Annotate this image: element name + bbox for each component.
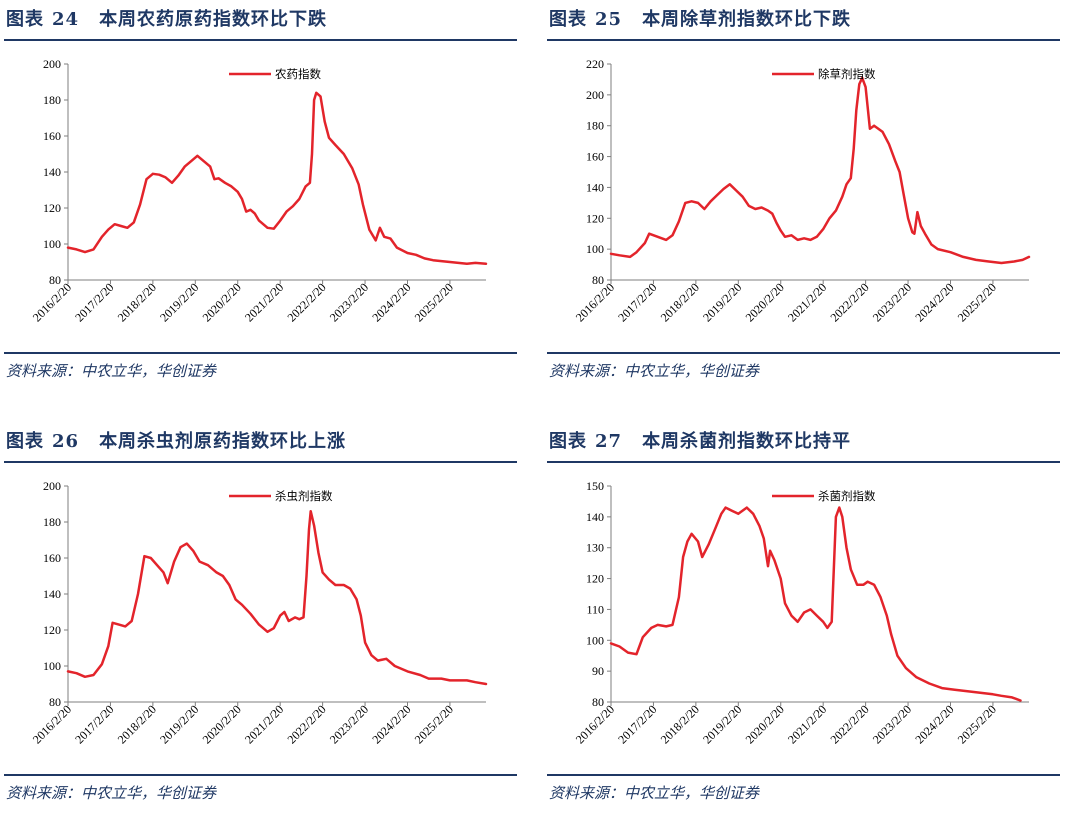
y-tick-label: 220 — [586, 57, 604, 71]
chart-panel-25: 图表 25 本周除草剂指数环比下跌 80 100 120 140 160 180 200 220 2… — [547, 0, 1060, 400]
x-tick-label: 2020/2/20 — [743, 280, 787, 324]
x-tick-label: 2023/2/20 — [870, 702, 914, 746]
source-rule — [4, 774, 517, 776]
y-tick-label: 150 — [586, 479, 604, 493]
x-tick-label: 2019/2/20 — [700, 280, 744, 324]
x-tick-label: 2020/2/20 — [200, 702, 244, 746]
source-note: 资料来源：中农立华，华创证券 — [549, 784, 760, 802]
chart-panel-26: 图表 26 本周杀虫剂原药指数环比上涨 80 100 120 140 160 180 200 20… — [4, 422, 517, 822]
y-tick-label: 120 — [43, 623, 61, 637]
y-tick-label: 100 — [43, 237, 61, 251]
line-chart: 801001201401601802002016/2/202017/2/2020… — [30, 57, 488, 325]
y-tick-label: 200 — [43, 57, 61, 71]
x-tick-label: 2017/2/20 — [615, 702, 659, 746]
y-tick-label: 160 — [43, 129, 61, 143]
source-rule — [547, 774, 1060, 776]
y-tick-label: 160 — [586, 150, 604, 164]
x-tick-label: 2022/2/20 — [284, 702, 328, 746]
x-tick-label: 2018/2/20 — [115, 280, 159, 324]
y-tick-label: 140 — [586, 510, 604, 524]
source-rule — [547, 352, 1060, 354]
x-tick-label: 2023/2/20 — [327, 702, 371, 746]
legend-label: 农药指数 — [275, 67, 321, 81]
x-tick-label: 2024/2/20 — [369, 280, 413, 324]
y-tick-label: 90 — [592, 664, 604, 678]
panel-title: 图表 24 本周农药原药指数环比下跌 — [6, 9, 328, 30]
y-tick-label: 180 — [586, 119, 604, 133]
x-tick-label: 2023/2/20 — [870, 280, 914, 324]
y-tick-label: 120 — [586, 572, 604, 586]
y-tick-label: 120 — [43, 201, 61, 215]
title-rule — [547, 461, 1060, 463]
y-tick-label: 140 — [43, 165, 61, 179]
title-rule — [4, 39, 517, 41]
x-tick-label: 2018/2/20 — [115, 702, 159, 746]
y-tick-label: 80 — [49, 695, 61, 709]
legend-label: 杀虫剂指数 — [275, 489, 333, 503]
x-tick-label: 2022/2/20 — [284, 280, 328, 324]
x-tick-label: 2021/2/20 — [785, 702, 829, 746]
y-tick-label: 140 — [43, 587, 61, 601]
panel-title: 图表 26 本周杀虫剂原药指数环比上涨 — [6, 431, 347, 452]
panel-title: 图表 25 本周除草剂指数环比下跌 — [549, 9, 852, 30]
x-tick-label: 2021/2/20 — [242, 280, 286, 324]
series-line — [609, 76, 1031, 265]
x-tick-label: 2019/2/20 — [157, 280, 201, 324]
x-tick-label: 2017/2/20 — [72, 280, 116, 324]
line-chart: 801001201401601802002202016/2/202017/2/2… — [573, 57, 1031, 325]
x-tick-label: 2025/2/20 — [955, 702, 999, 746]
x-tick-label: 2022/2/20 — [827, 280, 871, 324]
x-tick-label: 2021/2/20 — [242, 702, 286, 746]
source-note: 资料来源：中农立华，华创证券 — [549, 362, 760, 380]
x-tick-label: 2017/2/20 — [615, 280, 659, 324]
y-tick-label: 100 — [586, 633, 604, 647]
series-line — [609, 506, 1022, 702]
y-tick-label: 110 — [586, 602, 604, 616]
y-tick-label: 100 — [586, 242, 604, 256]
legend-label: 杀菌剂指数 — [818, 489, 876, 503]
y-tick-label: 80 — [592, 695, 604, 709]
x-tick-label: 2024/2/20 — [912, 280, 956, 324]
x-tick-label: 2019/2/20 — [700, 702, 744, 746]
y-tick-label: 140 — [586, 180, 604, 194]
x-tick-label: 2025/2/20 — [412, 702, 456, 746]
y-tick-label: 160 — [43, 551, 61, 565]
y-tick-label: 80 — [592, 273, 604, 287]
y-tick-label: 80 — [49, 273, 61, 287]
panel-title: 图表 27 本周杀菌剂指数环比持平 — [549, 431, 852, 452]
series-line — [66, 509, 488, 686]
x-tick-label: 2023/2/20 — [327, 280, 371, 324]
title-rule — [4, 461, 517, 463]
y-tick-label: 200 — [586, 88, 604, 102]
x-tick-label: 2020/2/20 — [200, 280, 244, 324]
x-tick-label: 2019/2/20 — [157, 702, 201, 746]
y-tick-label: 180 — [43, 93, 61, 107]
y-tick-label: 100 — [43, 659, 61, 673]
source-rule — [4, 352, 517, 354]
source-note: 资料来源：中农立华，华创证券 — [6, 784, 217, 802]
title-rule — [547, 39, 1060, 41]
x-tick-label: 2020/2/20 — [743, 702, 787, 746]
line-chart: 80901001101201301401502016/2/202017/2/20… — [573, 479, 1029, 747]
x-tick-label: 2022/2/20 — [827, 702, 871, 746]
chart-panel-27: 图表 27 本周杀菌剂指数环比持平 80 90 100 110 120 130 140 150 20… — [547, 422, 1060, 822]
x-tick-label: 2025/2/20 — [412, 280, 456, 324]
legend-label: 除草剂指数 — [818, 67, 876, 81]
chart-panel-24: 图表 24 本周农药原药指数环比下跌 80 100 120 140 160 180 200 201… — [4, 0, 517, 400]
x-tick-label: 2018/2/20 — [658, 702, 702, 746]
series-line — [66, 91, 488, 266]
source-note: 资料来源：中农立华，华创证券 — [6, 362, 217, 380]
x-tick-label: 2021/2/20 — [785, 280, 829, 324]
x-tick-label: 2024/2/20 — [912, 702, 956, 746]
y-tick-label: 200 — [43, 479, 61, 493]
y-tick-label: 130 — [586, 541, 604, 555]
y-tick-label: 180 — [43, 515, 61, 529]
x-tick-label: 2018/2/20 — [658, 280, 702, 324]
line-chart: 801001201401601802002016/2/202017/2/2020… — [30, 479, 488, 747]
y-tick-label: 120 — [586, 211, 604, 225]
x-tick-label: 2025/2/20 — [955, 280, 999, 324]
x-tick-label: 2017/2/20 — [72, 702, 116, 746]
x-tick-label: 2024/2/20 — [369, 702, 413, 746]
